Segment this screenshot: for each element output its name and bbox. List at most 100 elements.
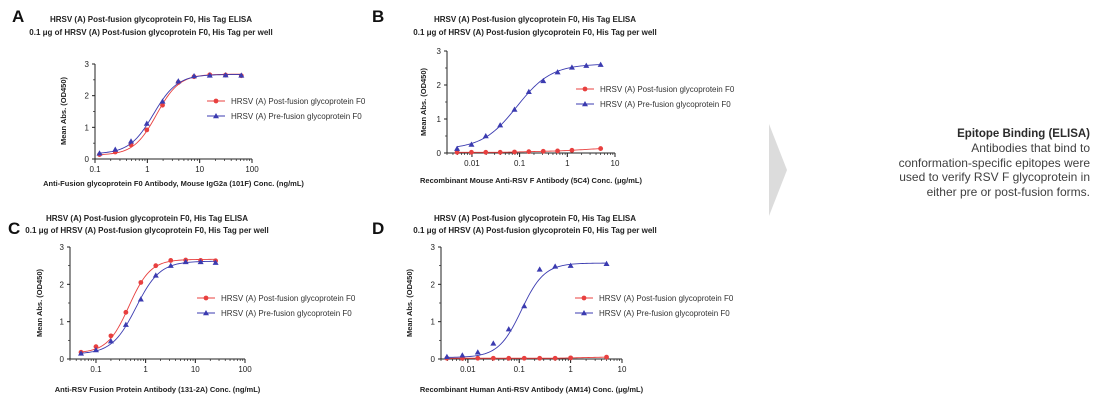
data-point [554, 69, 561, 75]
y-tick-label: 2 [431, 280, 436, 289]
data-point [552, 263, 559, 269]
series-line [80, 258, 216, 353]
x-tick-label: 0.1 [90, 365, 102, 374]
legend-label: HRSV (A) Post-fusion glycoprotein F0 [231, 97, 366, 106]
data-point [540, 77, 547, 84]
data-point [569, 147, 575, 153]
data-point [525, 88, 532, 95]
data-point [175, 78, 182, 84]
y-tick-label: 2 [437, 81, 442, 90]
y-tick-label: 1 [85, 123, 90, 132]
data-point [497, 122, 504, 128]
series-pre-fusion [96, 72, 245, 156]
data-point [206, 72, 213, 78]
series-pre-fusion [443, 260, 610, 360]
data-point [512, 149, 517, 155]
data-point [490, 340, 497, 346]
series-post-fusion [78, 257, 219, 355]
x-axis-label: Recombinant Mouse Anti-RSV F Antibody (5… [420, 176, 642, 185]
note-line: used to verify RSV F glycoprotein in [899, 170, 1090, 184]
data-point [128, 138, 135, 144]
y-tick-label: 0 [437, 149, 442, 158]
data-point [112, 146, 119, 152]
data-point [482, 133, 489, 139]
note-line: either pre or post-fusion forms. [926, 184, 1090, 199]
data-point [505, 326, 512, 332]
data-point [138, 280, 144, 285]
data-point [122, 321, 129, 327]
data-point [536, 266, 543, 272]
y-tick-label: 1 [431, 318, 436, 327]
chart-subtitle: 0.1 μg of HRSV (A) Post-fusion glycoprot… [413, 28, 656, 37]
data-point [475, 355, 481, 361]
data-point [552, 355, 558, 361]
data-point [143, 120, 150, 126]
data-point [597, 61, 604, 67]
chart-subtitle: 0.1 μg of HRSV (A) Post-fusion glycoprot… [413, 226, 656, 235]
data-point [568, 64, 575, 70]
data-point [497, 149, 503, 155]
y-tick-label: 3 [60, 243, 65, 252]
y-axis-label: Mean Abs. (OD450) [405, 268, 414, 337]
chart-subtitle: 0.1 μg of HRSV (A) Post-fusion glycoprot… [29, 28, 272, 37]
y-tick-label: 3 [431, 243, 436, 252]
data-point [603, 260, 610, 267]
chart-panel-a: A HRSV (A) Post-fusion glycoprotein F0, H… [12, 7, 366, 188]
panel-letter: B [372, 7, 384, 26]
y-tick-label: 0 [431, 355, 436, 364]
series-post-fusion [444, 354, 609, 361]
data-point [598, 146, 604, 151]
data-point [604, 354, 609, 360]
y-tick-label: 2 [85, 92, 90, 101]
chart-title: HRSV (A) Post-fusion glycoprotein F0, Hi… [46, 214, 248, 223]
data-point [238, 72, 245, 78]
data-point [581, 295, 587, 301]
x-tick-label: 10 [618, 365, 627, 374]
data-point [197, 258, 204, 265]
chart-panel-d: D HRSV (A) Post-fusion glycoprotein F0, H… [372, 214, 734, 394]
data-point [526, 149, 532, 155]
legend-label: HRSV (A) Pre-fusion glycoprotein F0 [221, 309, 352, 318]
x-tick-label: 0.1 [514, 365, 526, 374]
data-point [213, 98, 219, 104]
chart-title: HRSV (A) Post-fusion glycoprotein F0, Hi… [50, 15, 252, 24]
data-point [506, 355, 512, 361]
data-point [160, 102, 165, 108]
y-tick-label: 3 [85, 60, 90, 69]
x-tick-label: 0.1 [89, 165, 101, 174]
data-point [78, 350, 85, 356]
x-axis-label: Anti-Fusion glycoprotein F0 Antibody, Mo… [43, 179, 304, 188]
data-point [568, 355, 574, 361]
data-point [96, 150, 103, 156]
data-point [582, 101, 588, 107]
chart-panel-b: B HRSV (A) Post-fusion glycoprotein F0, H… [372, 7, 735, 185]
legend-label: HRSV (A) Post-fusion glycoprotein F0 [599, 294, 734, 303]
x-tick-label: 1 [143, 365, 148, 374]
data-point [454, 149, 460, 155]
series-line [446, 356, 607, 359]
data-point [490, 355, 496, 361]
data-point [511, 106, 518, 112]
x-tick-label: 0.1 [514, 159, 526, 168]
y-tick-label: 0 [60, 355, 65, 364]
data-point [468, 141, 475, 147]
data-point [540, 148, 546, 154]
chart-title: HRSV (A) Post-fusion glycoprotein F0, Hi… [434, 214, 636, 223]
data-point [123, 309, 129, 315]
note-line: conformation-specific epitopes were [898, 155, 1090, 170]
data-point [474, 349, 481, 355]
legend-label: HRSV (A) Post-fusion glycoprotein F0 [600, 85, 735, 94]
series-line [99, 74, 242, 154]
epitope-binding-note: Epitope Binding (ELISA) Antibodies that … [800, 127, 1090, 199]
data-point [144, 127, 150, 133]
data-point [191, 73, 198, 79]
data-point [459, 352, 466, 358]
x-tick-label: 100 [238, 365, 252, 374]
y-axis-label: Mean Abs. (OD450) [419, 67, 428, 136]
data-point [213, 113, 219, 119]
x-tick-label: 1 [145, 165, 150, 174]
x-tick-label: 10 [611, 159, 620, 168]
data-point [92, 347, 99, 353]
data-point [107, 338, 114, 344]
